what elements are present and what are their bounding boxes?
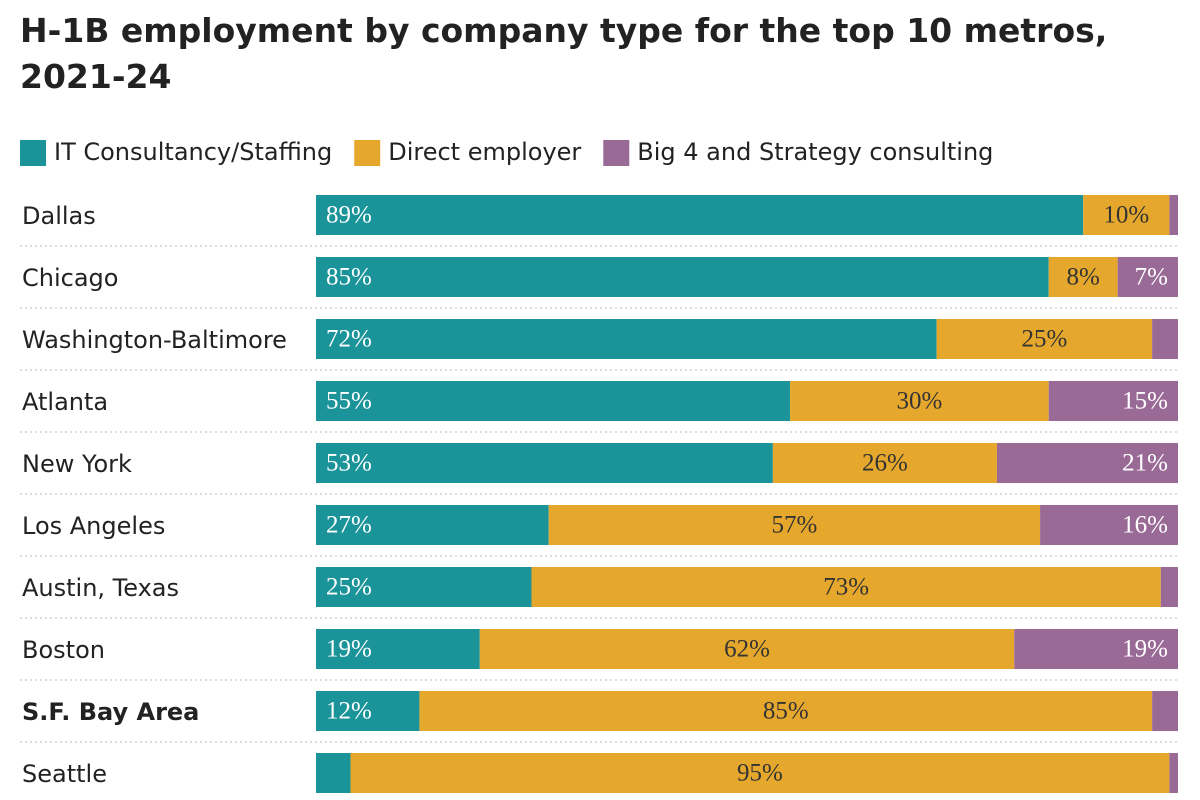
- value-label: 85%: [763, 698, 809, 725]
- value-label: 73%: [823, 574, 869, 601]
- bar-segment: [316, 257, 1049, 297]
- bar-segment: [1169, 753, 1178, 793]
- bar-segment: [316, 629, 480, 669]
- category-label: S.F. Bay Area: [22, 698, 199, 726]
- bar-segment: [1169, 195, 1178, 235]
- value-label: 19%: [1122, 636, 1168, 663]
- bar-segment: [1048, 381, 1178, 421]
- bar-segment: [316, 195, 1084, 235]
- category-label: Austin, Texas: [22, 574, 179, 602]
- value-label: 25%: [326, 574, 372, 601]
- bar-segment: [1152, 319, 1178, 359]
- value-label: 85%: [326, 264, 372, 291]
- value-label: 21%: [1122, 450, 1168, 477]
- bar-segment: [548, 505, 1041, 545]
- bar-segment: [531, 567, 1161, 607]
- legend-swatch: [603, 140, 630, 166]
- value-label: 62%: [724, 636, 770, 663]
- category-label: New York: [22, 450, 132, 478]
- bar-segment: [1117, 257, 1178, 297]
- bar-segment: [1152, 691, 1178, 731]
- bar-segment: [479, 629, 1015, 669]
- legend-label: Direct employer: [388, 138, 581, 166]
- bar-segment: [316, 443, 773, 483]
- category-label: Los Angeles: [22, 512, 165, 540]
- value-label: 89%: [326, 202, 372, 229]
- category-label: Dallas: [22, 202, 96, 230]
- value-label: 10%: [1103, 202, 1149, 229]
- bar-segment: [316, 319, 937, 359]
- bar-segment: [316, 381, 791, 421]
- value-label: 27%: [326, 512, 372, 539]
- category-label: Washington-Baltimore: [22, 326, 287, 354]
- value-label: 12%: [326, 698, 372, 725]
- bar-segment: [1160, 567, 1178, 607]
- value-label: 7%: [1135, 264, 1168, 291]
- value-label: 19%: [326, 636, 372, 663]
- bar-segment: [790, 381, 1049, 421]
- value-label: 16%: [1122, 512, 1168, 539]
- bar-segment: [772, 443, 997, 483]
- legend-label: IT Consultancy/Staffing: [54, 138, 332, 166]
- value-label: 25%: [1021, 326, 1067, 353]
- bar-segment: [1040, 505, 1178, 545]
- category-label: Chicago: [22, 264, 118, 292]
- bar-segment: [316, 567, 532, 607]
- value-label: 30%: [896, 388, 942, 415]
- category-label: Boston: [22, 636, 105, 664]
- value-label: 15%: [1122, 388, 1168, 415]
- value-label: 72%: [326, 326, 372, 353]
- value-label: 55%: [326, 388, 372, 415]
- bar-segment: [1048, 257, 1118, 297]
- bar-segment: [350, 753, 1170, 793]
- bar-segment: [1014, 629, 1178, 669]
- bar-segment: [316, 505, 549, 545]
- category-label: Seattle: [22, 760, 107, 788]
- legend-swatch: [354, 140, 381, 166]
- bar-segment: [419, 691, 1153, 731]
- chart-title: H-1B employment by company type for the …: [20, 11, 1108, 96]
- value-label: 26%: [862, 450, 908, 477]
- value-label: 57%: [771, 512, 817, 539]
- legend-label: Big 4 and Strategy consulting: [637, 138, 993, 166]
- value-label: 8%: [1067, 264, 1100, 291]
- bar-segment: [316, 753, 351, 793]
- legend-swatch: [20, 140, 46, 166]
- bar-segment: [1083, 195, 1170, 235]
- bar-segment: [936, 319, 1153, 359]
- category-label: Atlanta: [22, 388, 108, 416]
- bar-segment: [996, 443, 1178, 483]
- bar-segment: [316, 691, 420, 731]
- value-label: 53%: [326, 450, 372, 477]
- value-label: 95%: [737, 760, 783, 787]
